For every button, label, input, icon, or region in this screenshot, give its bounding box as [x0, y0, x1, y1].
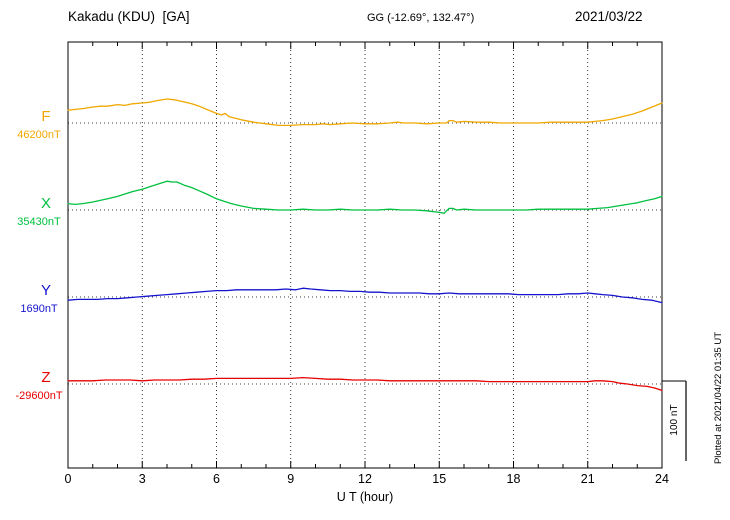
scale-bar-label: 100 nT: [669, 404, 680, 436]
gg-coordinates-label: GG (-12.69°, 132.47°): [367, 12, 475, 24]
x-tick-label-9: 9: [287, 472, 294, 486]
trace-F: [67, 98, 663, 127]
x-tick-label-24: 24: [655, 472, 669, 486]
x-axis-label: U T (hour): [336, 490, 394, 504]
trace-X: [67, 180, 663, 214]
x-tick-label-3: 3: [139, 472, 146, 486]
x-tick-label-0: 0: [65, 472, 72, 486]
x-tick-label-21: 21: [581, 472, 595, 486]
series-label-Y: Y: [41, 282, 51, 299]
series-label-Z: Z: [41, 369, 50, 386]
date-label: 2021/03/22: [575, 9, 643, 24]
x-tick-label-18: 18: [507, 472, 521, 486]
series-label-F: F: [41, 108, 50, 125]
series-baseline-value-F: 46200nT: [17, 129, 61, 141]
x-tick-label-12: 12: [358, 472, 372, 486]
plotted-at-note: Plotted at 2021/04/22 01:35 UT: [713, 331, 724, 465]
series-baseline-value-Z: -29600nT: [15, 390, 62, 402]
trace-Y: [67, 287, 663, 304]
series-baseline-value-Y: 1690nT: [20, 303, 58, 315]
trace-Z: [67, 376, 663, 392]
series-baseline-value-X: 35430nT: [17, 216, 61, 228]
x-tick-label-15: 15: [432, 472, 446, 486]
page-title: Kakadu (KDU) [GA]: [68, 9, 190, 24]
x-tick-label-6: 6: [213, 472, 220, 486]
series-label-X: X: [41, 195, 51, 212]
